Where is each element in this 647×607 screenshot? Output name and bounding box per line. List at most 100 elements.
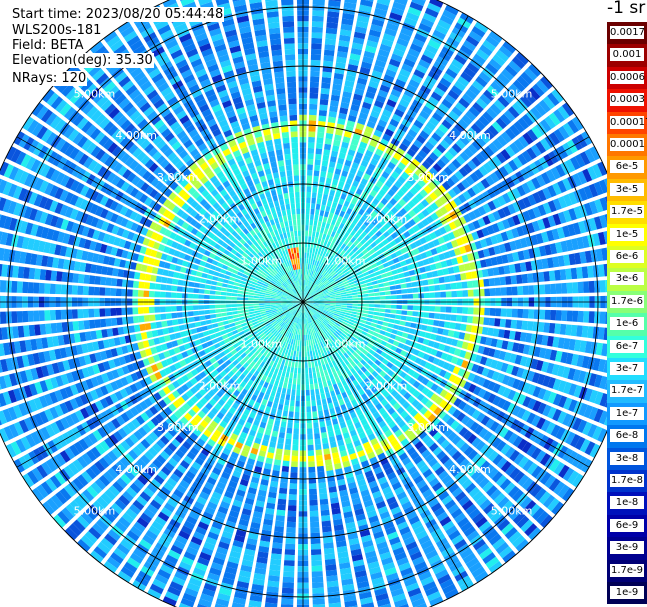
range-gate-cell [486,85,499,98]
range-gate-cell [384,128,394,137]
range-gate-cell [583,371,592,385]
range-gate-cell [437,327,444,335]
range-gate-cell [526,129,538,142]
range-gate-cell [304,235,308,242]
range-gate-cell [391,113,402,123]
range-gate-cell [513,139,525,151]
range-gate-cell [521,182,531,194]
range-gate-cell [317,281,322,286]
range-gate-cell [368,115,378,124]
range-gate-cell [485,62,499,75]
range-gate-cell [334,252,340,259]
range-gate-cell [335,162,343,170]
range-gate-cell [308,275,311,281]
range-gate-cell [315,272,319,278]
range-gate-cell [323,308,330,312]
range-gate-cell [447,89,460,101]
range-gate-cell [452,229,461,238]
range-gate-cell [322,71,332,78]
range-gate-cell [366,255,374,262]
range-gate-cell [298,334,301,341]
range-gate-cell [285,394,291,401]
range-gate-cell [296,351,299,357]
range-gate-cell [427,39,441,50]
range-gate-cell [457,227,466,236]
range-gate-cell [385,304,392,309]
range-gate-cell [382,230,390,238]
range-gate-cell [415,64,428,74]
range-gate-cell [361,268,368,274]
range-gate-cell [459,135,470,146]
range-gate-cell [379,291,386,296]
range-gate-cell [471,184,481,195]
range-gate-cell [313,242,317,249]
range-gate-cell [324,303,331,306]
range-gate-cell [374,7,388,17]
range-gate-cell [525,236,533,247]
range-gate-cell [318,244,323,250]
range-gate-cell [316,289,322,294]
range-gate-cell [374,238,382,245]
range-gate-cell [328,161,336,168]
range-gate-cell [500,231,509,242]
range-gate-cell [425,250,433,258]
range-gate-cell [290,367,294,373]
range-gate-cell [400,27,414,37]
range-gate-cell [331,89,341,97]
range-gate-cell [436,82,449,93]
range-gate-cell [307,153,314,160]
range-gate-cell [387,123,397,133]
range-gate-cell [307,428,313,435]
range-gate-cell [409,354,417,362]
range-gate-cell [482,215,491,226]
range-gate-cell [321,270,327,276]
range-gate-cell [544,309,551,320]
range-gate-cell [349,316,356,321]
range-gate-cell [388,318,395,324]
range-gate-cell [583,202,593,216]
range-gate-cell [319,302,326,304]
range-gate-cell [377,242,385,249]
range-gate-cell [308,298,314,301]
range-gate-cell [562,366,571,379]
range-gate-cell [296,389,301,396]
range-gate-cell [305,373,309,380]
range-gate-cell [357,273,364,279]
range-gate-cell [317,273,322,280]
range-gate-cell [488,58,502,71]
range-gate-cell [307,351,310,357]
range-gate-cell [378,189,387,197]
range-gate-cell [395,250,403,257]
range-gate-cell [440,306,447,313]
range-gate-cell [306,286,310,292]
range-gate-cell [322,310,329,314]
range-gate-cell [372,315,379,320]
range-gate-cell [390,252,398,259]
range-gate-cell [340,294,347,297]
range-gate-cell [324,558,336,566]
range-gate-cell [404,167,414,176]
range-gate-cell [325,464,334,472]
range-gate-cell [363,303,370,307]
range-gate-cell [305,367,309,374]
range-gate-cell [363,297,370,301]
range-gate-cell [395,147,406,157]
range-gate-cell [397,255,405,262]
range-gate-cell [332,283,338,288]
range-gate-cell [491,223,500,233]
range-gate-cell [574,436,586,451]
range-gate-cell [582,168,593,183]
range-gate-cell [320,285,326,290]
range-gate-cell [326,127,335,134]
range-gate-cell [362,310,369,314]
range-gate-cell [297,373,301,380]
range-gate-cell [462,307,469,314]
range-gate-cell [369,189,378,198]
range-gate-cell [399,98,410,108]
range-gate-cell [310,76,320,83]
range-gate-cell [359,322,366,327]
range-gate-cell [340,101,350,109]
range-gate-cell [493,99,506,112]
range-gate-cell [565,431,576,445]
range-gate-cell [436,143,447,154]
